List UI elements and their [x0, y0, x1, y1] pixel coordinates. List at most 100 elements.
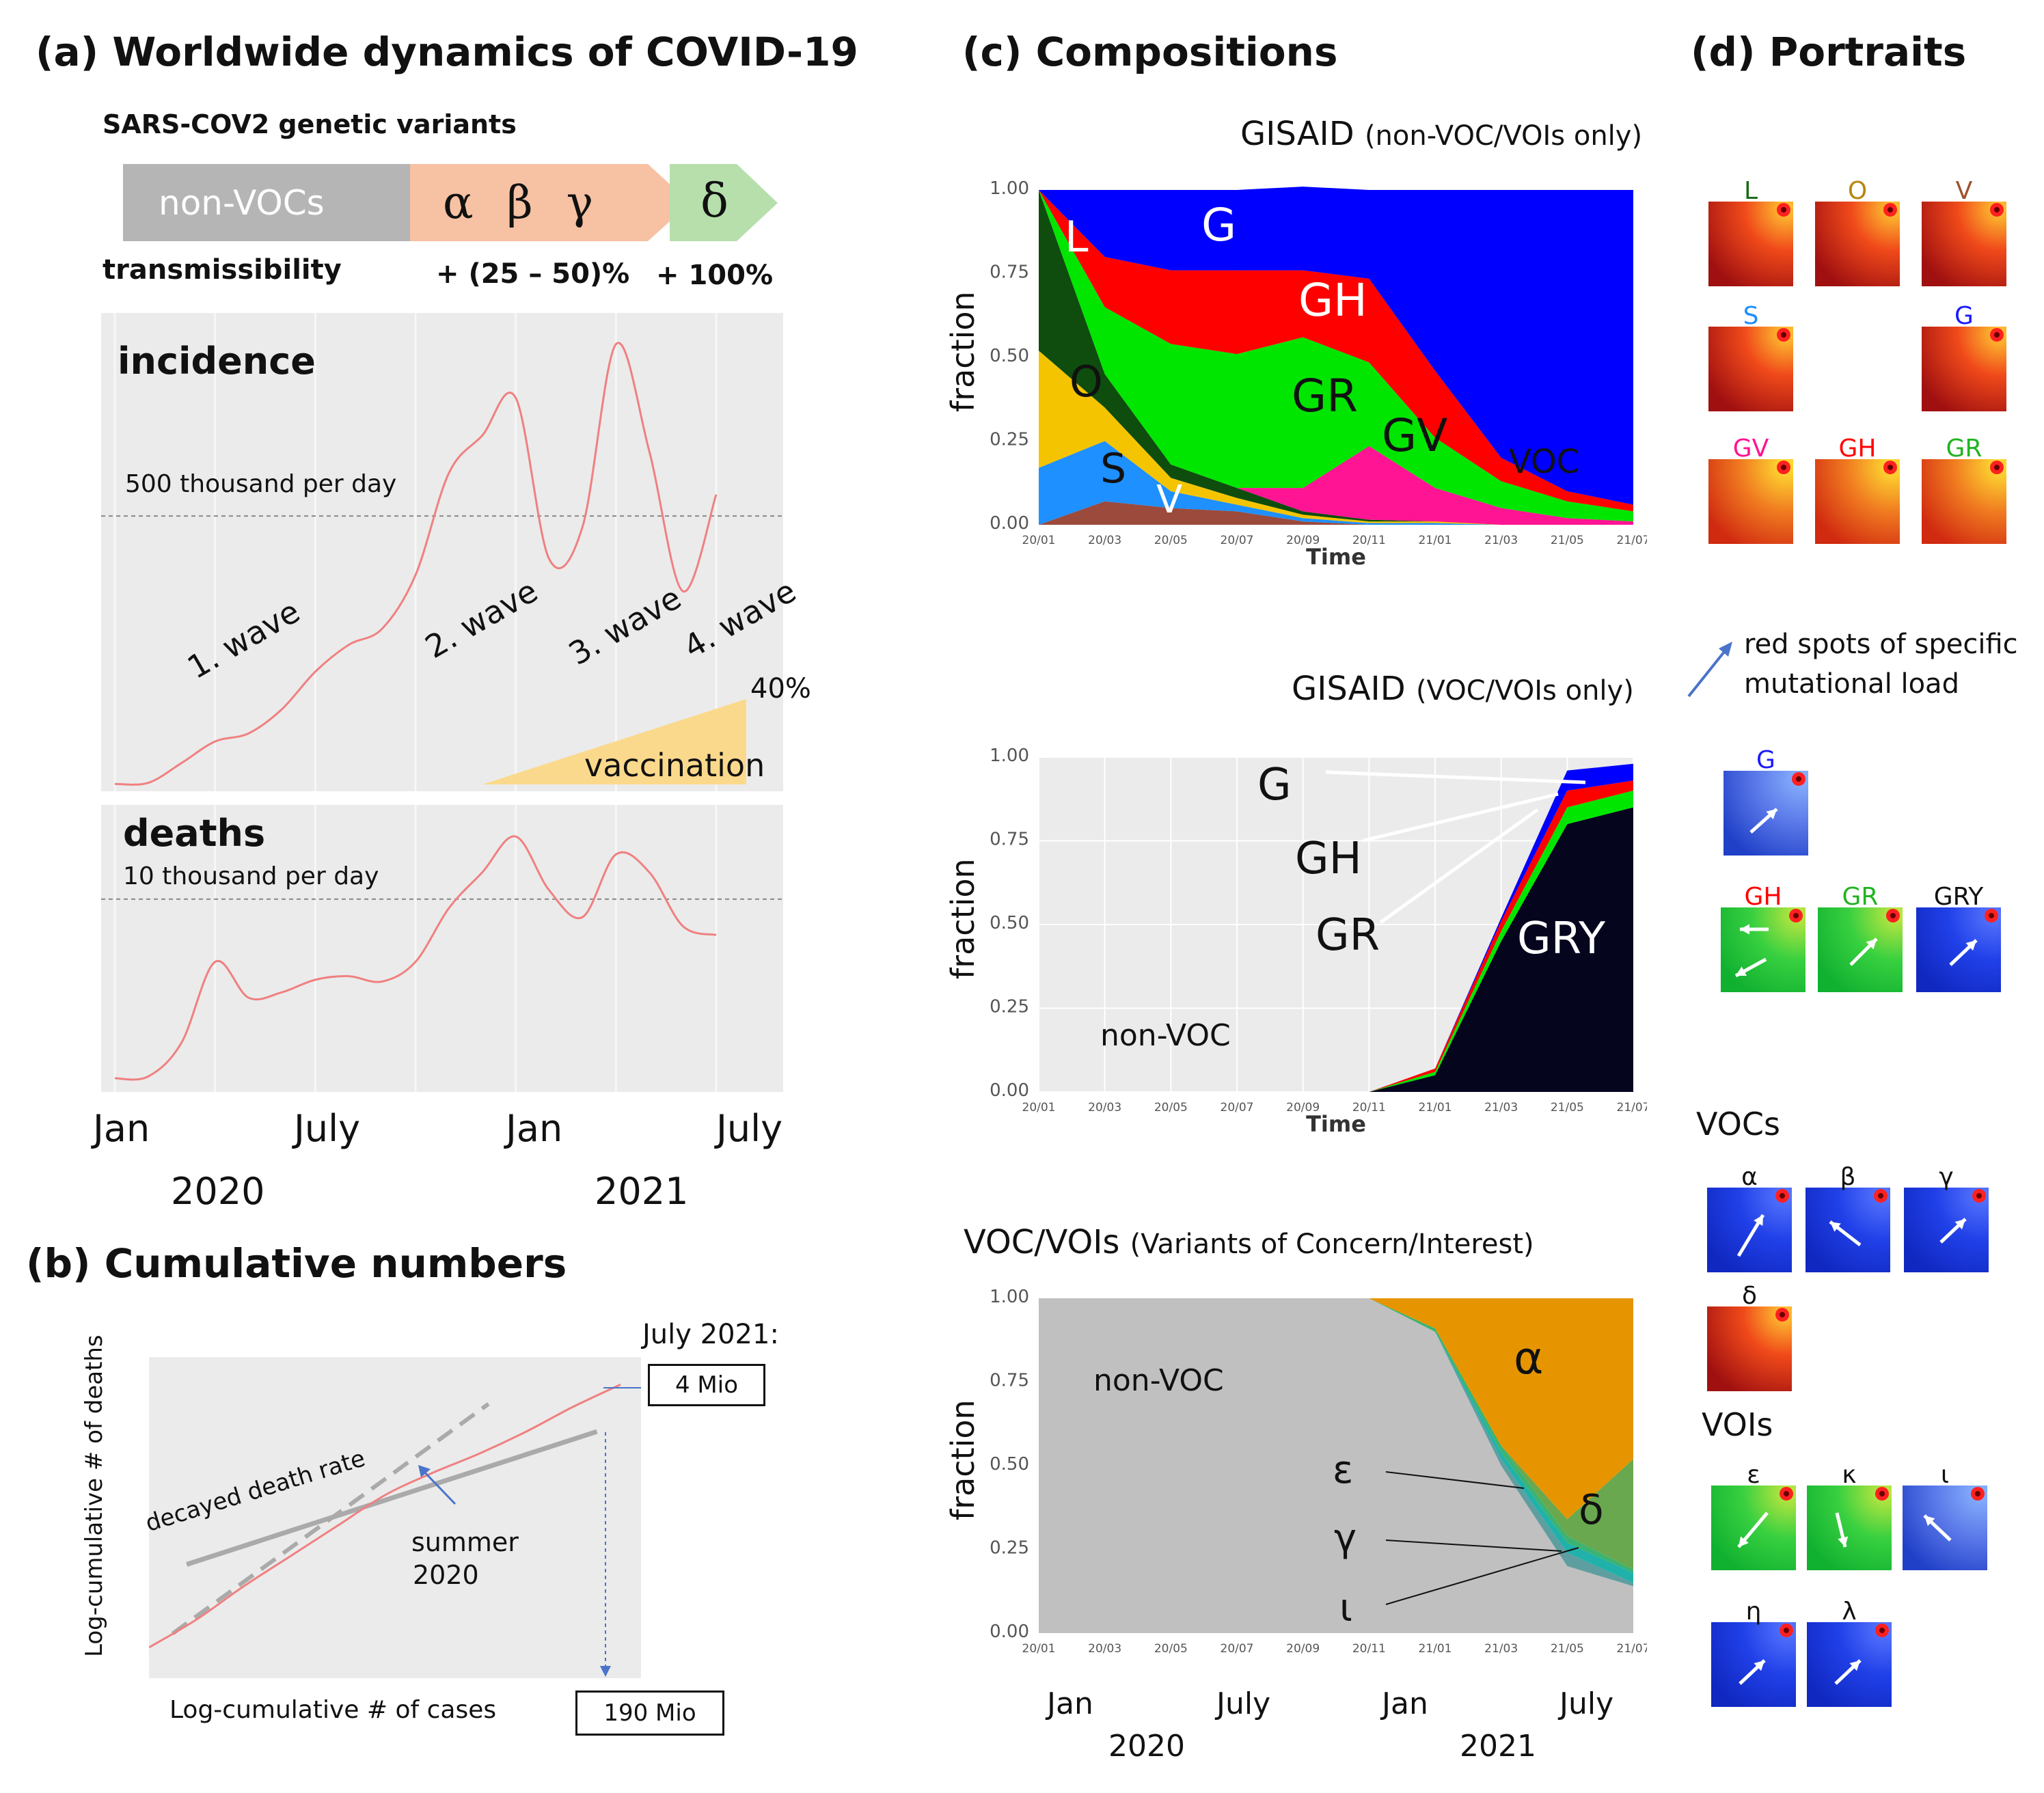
portrait-label: G — [1954, 302, 1974, 330]
y-axis-label: fraction — [944, 1399, 981, 1520]
portrait-beta — [1805, 1188, 1890, 1272]
portrait-lambda — [1807, 1622, 1892, 1707]
a-xmonth-jul2021: July — [716, 1107, 783, 1150]
portrait-fill — [1922, 202, 2006, 286]
x-tick-label: 21/07 — [1617, 1642, 1648, 1656]
x-tick-label: 21/05 — [1551, 1101, 1584, 1114]
red-spot-core — [1994, 465, 2000, 470]
y-tick-label: 0.25 — [990, 430, 1029, 450]
portrait-fill — [1707, 1306, 1792, 1391]
x-tick-label: 21/05 — [1551, 534, 1584, 547]
portrait-map — [1721, 907, 1805, 992]
portrait-mid-G — [1723, 771, 1808, 856]
y-axis-label: fraction — [944, 291, 981, 412]
portrait-alpha — [1707, 1188, 1792, 1272]
label-VOC: VOC — [1509, 443, 1579, 481]
a-xmonth-jul2020: July — [294, 1107, 361, 1150]
x-tick-label: 20/03 — [1088, 1101, 1121, 1114]
x-tick-label: 20/07 — [1221, 1642, 1254, 1656]
x-tick-label: 21/03 — [1484, 534, 1518, 547]
summer-arrow-head — [418, 1465, 431, 1477]
portrait-map — [1815, 202, 1900, 286]
x-tick-label: 20/03 — [1088, 534, 1121, 547]
c-year-2021: 2021 — [1460, 1729, 1536, 1764]
variant-arrows — [123, 164, 778, 241]
composition-chart-3: 0.00 0.25 0.50 0.75 1.00 20/01 20/03 20/05 20/07… — [944, 1287, 1648, 1656]
red-spot-core — [1994, 332, 2000, 338]
pointer-gamma — [1385, 1539, 1562, 1552]
deaths-reference: 10 thousand per day — [123, 862, 379, 890]
y-tick-label: 0.75 — [990, 1371, 1029, 1391]
red-spots-arrow-icon — [1687, 642, 1732, 698]
deaths-box: 4 Mio — [648, 1364, 765, 1406]
white-arrow-head — [1838, 1536, 1849, 1547]
summer-label-2: 2020 — [413, 1560, 479, 1590]
portrait-fill — [1721, 907, 1805, 992]
portrait-fill — [1903, 1486, 1987, 1570]
label-S: S — [1100, 445, 1126, 493]
area-GR — [1039, 791, 1633, 1092]
portrait-fill — [1916, 907, 2001, 992]
y-tick-label: 0.50 — [990, 1454, 1029, 1475]
composition-chart-2: 0.00 0.25 0.50 0.75 1.00 20/01 20/03 20/05 20/07… — [944, 745, 1648, 1137]
portrait-label: γ — [1939, 1163, 1954, 1191]
red-spot-core — [1781, 207, 1786, 213]
label-delta: δ — [1579, 1486, 1604, 1534]
c1-title: GISAID (non-VOC/VOIs only) — [1240, 115, 1642, 153]
portrait-mid-GR — [1818, 907, 1903, 992]
incidence-reference: 500 thousand per day — [125, 470, 397, 498]
y-tick-label: 0.25 — [990, 1538, 1029, 1559]
red-spot-core — [1994, 207, 2000, 213]
arrow-abg — [410, 164, 690, 241]
x-tick-label: 20/11 — [1352, 1101, 1386, 1114]
white-arrow-head — [1739, 1536, 1749, 1547]
deaths-chart — [101, 805, 783, 1092]
panel-a-title: (a) Worldwide dynamics of COVID-19 — [36, 29, 858, 75]
portrait-map — [1807, 1486, 1892, 1570]
c3-title: VOC/VOIs (Variants of Concern/Interest) — [964, 1223, 1534, 1261]
panel-c-title: (c) Compositions — [962, 29, 1338, 75]
portrait-map — [1708, 202, 1793, 286]
area-V — [1039, 501, 1633, 525]
portrait-fill — [1708, 202, 1793, 286]
red-spot-core — [1780, 1193, 1785, 1199]
x-tick-label: 20/03 — [1088, 1642, 1121, 1656]
y-axis-label: fraction — [944, 858, 981, 979]
a-year-2020: 2020 — [171, 1170, 265, 1213]
white-arrow-head — [1754, 1215, 1763, 1226]
area-G — [1039, 187, 1633, 505]
portrait-O — [1815, 202, 1900, 286]
vaccination-pct: 40% — [750, 673, 811, 704]
incidence-chart — [101, 313, 783, 791]
pointer-GH — [1363, 792, 1559, 843]
red-spot-core — [1878, 1193, 1883, 1199]
x-tick-label: 21/01 — [1419, 1642, 1452, 1656]
portrait-map — [1707, 1188, 1792, 1272]
x-tick-label: 20/09 — [1286, 534, 1320, 547]
c-month-jul2021: July — [1559, 1686, 1614, 1721]
x-tick-label: 20/05 — [1154, 1642, 1188, 1656]
y-tick-label: 0.75 — [990, 830, 1029, 850]
red-spot-core — [1890, 913, 1896, 918]
portrait-eta — [1711, 1622, 1796, 1707]
portrait-label: ι — [1940, 1461, 1950, 1489]
portrait-label: G — [1756, 746, 1775, 774]
portrait-fill — [1815, 202, 1900, 286]
cumulative-curve — [149, 1383, 621, 1649]
portrait-fill — [1922, 327, 2006, 411]
x-tick-label: 21/01 — [1419, 1101, 1452, 1114]
x-tick-label: 21/07 — [1617, 1101, 1648, 1114]
c-year-2020: 2020 — [1108, 1729, 1185, 1764]
portrait-map — [1711, 1486, 1796, 1570]
cum-xlabel: Log-cumulative # of cases — [169, 1696, 497, 1724]
c3-title-sub: (Variants of Concern/Interest) — [1130, 1229, 1534, 1260]
portrait-GV — [1708, 459, 1793, 544]
area-non-VOC — [1039, 1298, 1633, 1633]
portrait-fill — [1708, 459, 1793, 544]
red-spot-core — [1793, 913, 1799, 918]
y-tick-label: 0.00 — [990, 1621, 1029, 1642]
portrait-label: β — [1840, 1163, 1856, 1191]
label-G: G — [1257, 760, 1292, 810]
portrait-label: GR — [1842, 883, 1879, 911]
c1-title-main: GISAID — [1240, 115, 1354, 153]
